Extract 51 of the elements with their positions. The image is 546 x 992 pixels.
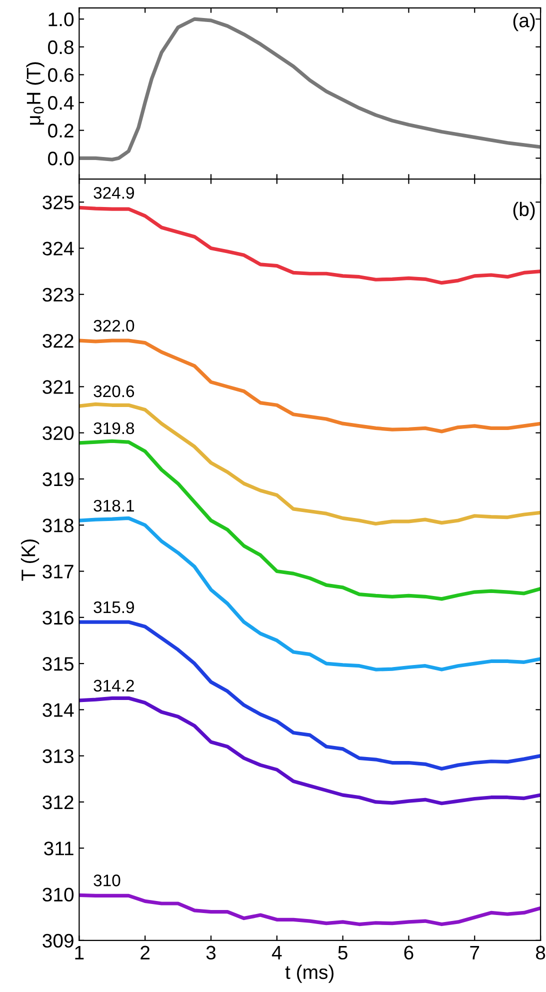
line-series xyxy=(79,893,541,926)
line-series xyxy=(79,439,541,601)
line-series xyxy=(79,402,541,526)
y-tick-label: 325 xyxy=(42,196,74,210)
series-label: 310 xyxy=(94,874,120,886)
series-label: 319.8 xyxy=(94,422,134,434)
y-tick-label: 316 xyxy=(42,610,74,625)
series-label: 318.1 xyxy=(94,500,134,512)
x-tick-label: 5 xyxy=(338,946,348,960)
x-tick-label: 8 xyxy=(536,946,546,960)
x-tick-label: 1 xyxy=(75,946,84,960)
annotation: (a) xyxy=(513,13,535,32)
x-tick-label: 6 xyxy=(404,946,414,960)
y-tick-label: 310 xyxy=(42,888,74,902)
y-tick-label: 322 xyxy=(42,334,74,348)
y-tick-label: 0.6 xyxy=(48,68,74,82)
series-label: 320.6 xyxy=(94,385,134,398)
x-tick-label: 3 xyxy=(206,946,216,960)
series-label: 322.0 xyxy=(94,320,134,332)
line-series xyxy=(79,338,541,434)
y-tick-label: 315 xyxy=(42,657,74,671)
x-tick-label: 4 xyxy=(272,946,282,960)
y-tick-label: 0.8 xyxy=(48,40,74,54)
x-tick-label: 7 xyxy=(470,946,480,960)
y-tick-label: 312 xyxy=(42,795,74,810)
series-label: 314.2 xyxy=(94,680,134,692)
y-tick-label: 318 xyxy=(42,518,74,532)
y-tick-label: 311 xyxy=(44,842,74,856)
x-axis-title: t (ms) xyxy=(285,964,334,983)
y-axis-title: μ$_{0}$H (T) xyxy=(26,62,44,125)
y-tick-label: 321 xyxy=(42,380,74,394)
series-label: 324.9 xyxy=(94,186,134,199)
y-tick-label: 324 xyxy=(42,242,74,256)
y-tick-label: 1.0 xyxy=(48,12,74,26)
y-tick-label: 314 xyxy=(42,703,74,717)
line-series xyxy=(79,620,541,771)
x-tick-label: 2 xyxy=(140,946,150,960)
line-series xyxy=(79,516,541,672)
line-series xyxy=(79,696,541,806)
y-tick-label: 317 xyxy=(42,564,74,578)
y-tick-label: 313 xyxy=(42,749,74,764)
y-tick-label: 0.4 xyxy=(48,96,74,110)
annotation: (b) xyxy=(513,202,535,220)
y-tick-label: 0.0 xyxy=(48,152,74,166)
y-tick-label: 323 xyxy=(42,288,74,302)
series-label: 315.9 xyxy=(94,601,134,614)
y-tick-label: 309 xyxy=(42,934,74,948)
y-tick-label: 320 xyxy=(42,426,74,440)
y-tick-label: 0.2 xyxy=(48,124,74,138)
y-axis-title: T (K) xyxy=(20,539,40,581)
y-tick-label: 319 xyxy=(42,472,74,486)
